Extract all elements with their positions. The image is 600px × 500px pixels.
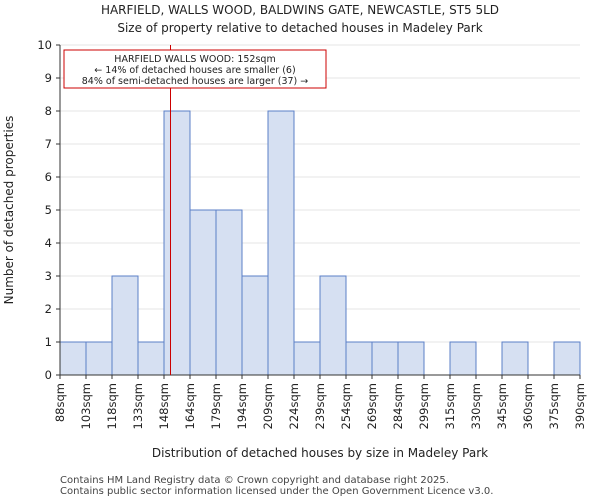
x-tick-label: 103sqm — [79, 383, 93, 429]
annotation-line1: HARFIELD WALLS WOOD: 152sqm — [114, 54, 275, 65]
y-tick-label: 5 — [45, 203, 52, 217]
x-ticks-layer: 88sqm 103sqm 118sqm 133sqm 148sqm 164sqm 179sq… — [53, 375, 587, 429]
annotation-line3: 84% of semi-detached houses are larger (… — [82, 76, 309, 87]
annotation-box: HARFIELD WALLS WOOD: 152sqm ← 14% of det… — [63, 49, 327, 89]
histogram-bar — [163, 110, 191, 376]
x-tick-label: 360sqm — [521, 383, 535, 429]
x-tick-label: 299sqm — [417, 383, 431, 429]
histogram-bar — [267, 110, 295, 376]
y-axis-title: Number of detached properties — [2, 116, 16, 305]
x-tick-label: 330sqm — [469, 383, 483, 429]
chart-title-line2: Size of property relative to detached ho… — [117, 21, 482, 35]
histogram-bar — [553, 341, 581, 376]
footer-licence: Contains public sector information licen… — [60, 486, 493, 497]
y-tick-label: 3 — [45, 269, 52, 283]
histogram-bar — [189, 209, 217, 376]
x-tick-label: 315sqm — [443, 383, 457, 429]
x-tick-label: 209sqm — [261, 383, 275, 429]
histogram-bar — [501, 341, 529, 376]
histogram-bar — [319, 275, 347, 376]
histogram-bar — [111, 275, 139, 376]
histogram-bar — [241, 275, 269, 376]
histogram-bar — [293, 341, 321, 376]
y-tick-label: 6 — [45, 170, 52, 184]
histogram-bar — [345, 341, 373, 376]
histogram-bar — [397, 341, 425, 376]
annotation-frame — [63, 49, 327, 89]
x-tick-label: 345sqm — [495, 383, 509, 429]
x-tick-label: 194sqm — [235, 383, 249, 429]
x-tick-label: 224sqm — [287, 383, 301, 429]
y-tick-label: 2 — [45, 302, 52, 316]
histogram-bar — [85, 341, 113, 376]
x-tick-label: 390sqm — [573, 383, 587, 429]
x-tick-label: 284sqm — [391, 383, 405, 429]
y-tick-label: 9 — [45, 71, 52, 85]
histogram-bar — [137, 341, 165, 376]
y-tick-label: 10 — [37, 38, 52, 52]
x-tick-label: 88sqm — [53, 383, 67, 422]
x-tick-label: 164sqm — [183, 383, 197, 429]
y-tick-label: 8 — [45, 104, 52, 118]
x-tick-label: 118sqm — [105, 383, 119, 429]
x-tick-label: 375sqm — [547, 383, 561, 429]
y-ticks-layer: 0 1 2 3 4 5 6 7 8 9 10 — [37, 38, 60, 382]
y-tick-label: 0 — [45, 368, 52, 382]
bars-layer — [59, 110, 581, 376]
histogram-bar — [449, 341, 477, 376]
x-tick-label: 148sqm — [157, 383, 171, 429]
histogram-bar — [215, 209, 243, 376]
y-tick-label: 7 — [45, 137, 52, 151]
x-tick-label: 254sqm — [339, 383, 353, 429]
footer-copyright: Contains HM Land Registry data © Crown c… — [60, 475, 449, 486]
histogram-bar — [59, 341, 87, 376]
x-axis-title: Distribution of detached houses by size … — [152, 446, 488, 460]
chart-title-line1: HARFIELD, WALLS WOOD, BALDWINS GATE, NEW… — [101, 3, 499, 17]
x-tick-label: 179sqm — [209, 383, 223, 429]
x-tick-label: 269sqm — [365, 383, 379, 429]
x-tick-label: 133sqm — [131, 383, 145, 429]
y-tick-label: 4 — [45, 236, 52, 250]
x-tick-label: 239sqm — [313, 383, 327, 429]
annotation-line2: ← 14% of detached houses are smaller (6) — [94, 65, 295, 76]
y-tick-label: 1 — [45, 335, 52, 349]
histogram-bar — [371, 341, 399, 376]
